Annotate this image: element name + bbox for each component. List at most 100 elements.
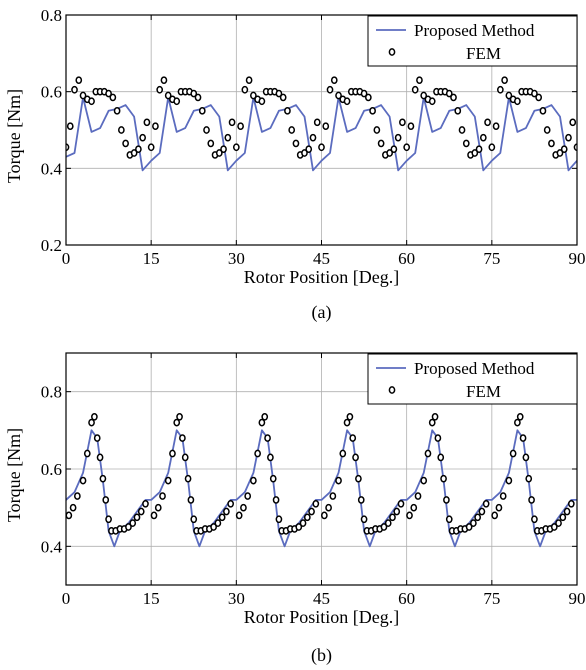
x-tick-label: 45 <box>313 249 330 268</box>
fem-point <box>357 496 365 504</box>
fem-point <box>443 496 450 504</box>
series-line-proposed-method <box>66 96 577 172</box>
fem-point <box>386 149 393 157</box>
fem-point <box>228 118 236 127</box>
fem-point <box>160 76 168 85</box>
x-tick-label: 0 <box>62 589 71 608</box>
fem-point <box>377 139 385 148</box>
fem-point <box>312 499 320 508</box>
fem-point <box>335 91 342 100</box>
fem-point <box>330 76 338 85</box>
fem-point <box>227 499 235 508</box>
fem-point <box>125 523 132 531</box>
panel-caption: (b) <box>311 645 332 666</box>
fem-point <box>113 106 121 115</box>
fem-point <box>275 89 283 98</box>
fem-point <box>69 503 77 512</box>
fem-point <box>569 118 577 127</box>
fem-point <box>329 492 337 500</box>
legend-label-fem: FEM <box>466 44 501 63</box>
fem-point <box>179 434 186 442</box>
plot-area <box>66 412 577 548</box>
fem-point <box>428 97 436 106</box>
fem-point <box>522 453 530 462</box>
fem-point <box>99 474 107 483</box>
x-tick-label: 60 <box>398 249 415 268</box>
fem-point <box>210 523 217 531</box>
fem-point <box>325 503 332 512</box>
fem-point <box>559 513 567 522</box>
fem-point <box>267 453 274 462</box>
fem-point <box>403 143 411 152</box>
legend-label-fem: FEM <box>466 382 501 401</box>
x-tick-label: 75 <box>483 249 500 268</box>
fem-point <box>74 492 81 500</box>
fem-point <box>492 122 500 131</box>
fem-point <box>505 91 513 100</box>
fem-point <box>339 449 347 458</box>
fem-point <box>147 143 155 152</box>
fem-point <box>531 515 538 524</box>
fem-point <box>471 149 479 157</box>
fem-point <box>445 515 453 524</box>
y-tick-label: 0.4 <box>41 537 63 556</box>
x-tick-label: 45 <box>313 589 330 608</box>
fem-point <box>164 91 172 100</box>
fem-point <box>66 511 73 520</box>
fem-point <box>264 434 271 442</box>
fem-point <box>479 133 487 142</box>
fem-point <box>543 126 551 134</box>
fem-point <box>428 418 436 427</box>
x-tick-label: 30 <box>228 249 245 268</box>
fem-point <box>181 453 189 462</box>
series-line-proposed-method <box>66 429 577 548</box>
fem-point <box>275 515 283 524</box>
x-axis-label: Rotor Position [Deg.] <box>244 267 400 287</box>
fem-point <box>454 106 462 115</box>
fem-point <box>550 523 558 531</box>
fem-point <box>303 513 311 522</box>
fem-point <box>232 143 240 152</box>
fem-point <box>394 133 402 142</box>
fem-point <box>220 145 227 154</box>
fem-point <box>150 511 158 520</box>
fem-point <box>75 76 83 85</box>
fem-point <box>384 519 392 527</box>
fem-point <box>369 106 376 115</box>
fem-point <box>176 412 183 421</box>
fem-point <box>122 139 129 148</box>
fem-point <box>509 449 517 458</box>
fem-point <box>203 126 210 134</box>
legend-label-proposed-method: Proposed Method <box>414 21 535 40</box>
fem-point <box>491 511 499 520</box>
fem-point <box>105 89 112 98</box>
fem-point <box>224 133 232 142</box>
fem-point <box>420 91 428 100</box>
fem-point <box>563 507 571 516</box>
fem-point <box>133 513 141 522</box>
fem-point <box>269 474 277 483</box>
fem-point <box>154 503 162 512</box>
fem-point <box>482 499 490 508</box>
y-tick-label: 0.2 <box>41 236 62 255</box>
fem-point <box>295 523 303 531</box>
fem-point <box>539 106 547 115</box>
fem-point <box>355 474 362 483</box>
fem-point <box>474 513 481 522</box>
fem-point <box>102 496 110 504</box>
fem-point <box>254 449 261 458</box>
legend-marker-swatch <box>388 48 396 56</box>
fem-point <box>501 76 508 85</box>
y-axis-label: Torque [Nm] <box>4 89 24 183</box>
fem-point <box>279 93 287 102</box>
fem-point <box>156 85 164 94</box>
fem-point <box>215 149 223 157</box>
fem-point <box>250 476 257 485</box>
x-tick-label: 90 <box>569 589 586 608</box>
fem-point <box>535 93 543 102</box>
fem-point <box>258 418 266 427</box>
fem-point <box>79 91 87 100</box>
fem-point <box>343 418 351 427</box>
fem-point <box>223 507 230 516</box>
